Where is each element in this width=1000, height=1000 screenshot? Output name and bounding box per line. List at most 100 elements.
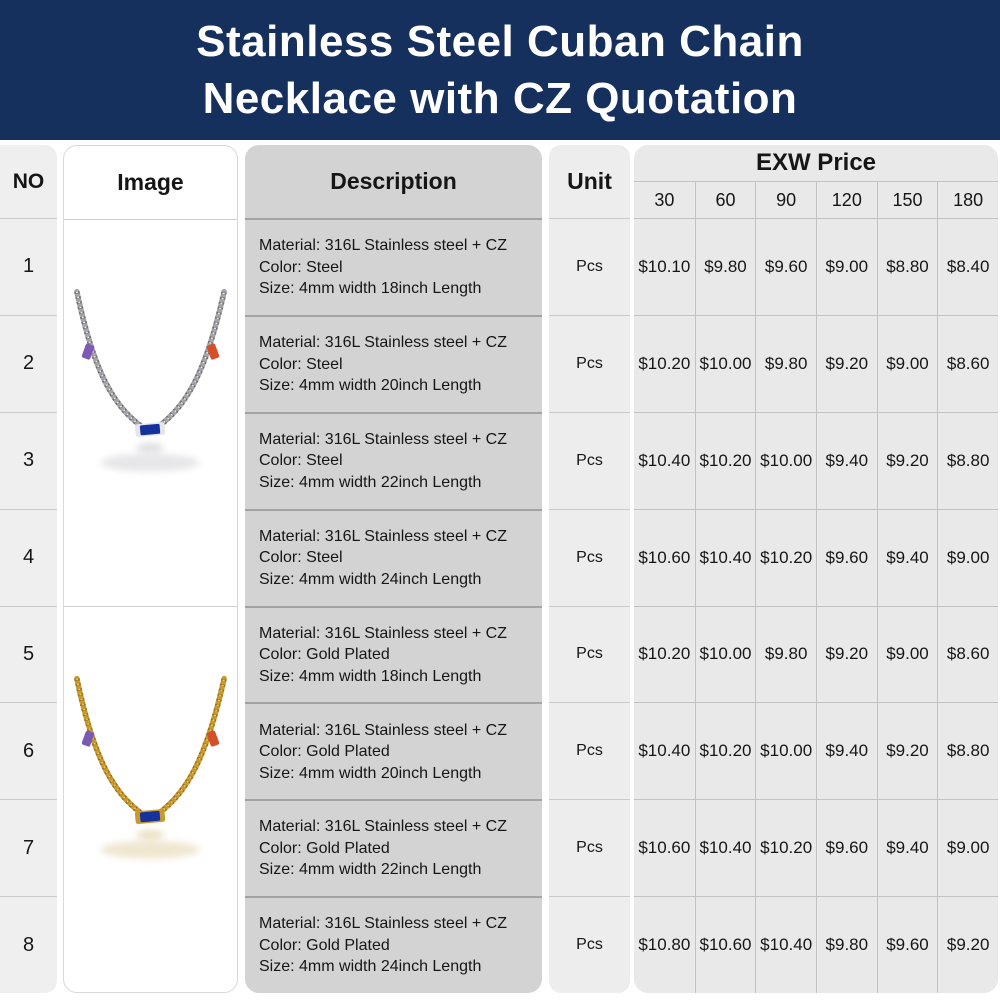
unit-cell: Pcs <box>549 799 630 896</box>
price-cell: $10.40 <box>634 411 695 509</box>
gold-necklace-image <box>64 605 237 993</box>
row-number: 5 <box>0 605 57 703</box>
description-column: Description Material: 316L Stainless ste… <box>245 145 542 993</box>
price-cell: $9.80 <box>816 896 877 993</box>
description-material: Material: 316L Stainless steel + CZ <box>259 624 507 642</box>
description-size: Size: 4mm width 18inch Length <box>259 280 482 298</box>
price-cell: $9.60 <box>816 799 877 897</box>
row-number: 7 <box>0 799 57 896</box>
price-cell: $9.00 <box>937 508 998 606</box>
price-cell: $9.40 <box>876 508 938 606</box>
no-column: NO 1 2 3 4 5 6 7 8 <box>0 145 57 993</box>
price-cell: $9.00 <box>937 799 998 897</box>
unit-cell: Pcs <box>549 218 630 315</box>
row-number: 2 <box>0 314 57 412</box>
description-cell: Material: 316L Stainless steel + CZ Colo… <box>245 896 542 993</box>
price-cell: $10.10 <box>634 218 695 315</box>
unit-column: Unit Pcs Pcs Pcs Pcs Pcs Pcs Pcs Pcs <box>549 145 630 993</box>
description-cell: Material: 316L Stainless steel + CZ Colo… <box>245 218 542 315</box>
price-column: EXW Price 30 60 90 120 150 180 $10.10 $9… <box>634 145 998 993</box>
description-color: Color: Steel <box>259 355 343 373</box>
description-header: Description <box>330 167 457 194</box>
price-cell: $9.80 <box>694 218 756 315</box>
price-cell: $10.40 <box>755 896 816 993</box>
row-number: 8 <box>0 896 57 993</box>
page-title-line1: Stainless Steel Cuban Chain <box>196 17 804 66</box>
qty-tier: 90 <box>755 181 816 218</box>
steel-necklace-drawing <box>74 288 227 472</box>
unit-cell: Pcs <box>549 508 630 606</box>
price-cell: $8.80 <box>937 702 998 800</box>
price-cell: $10.00 <box>694 605 756 703</box>
price-cell: $9.00 <box>876 605 938 703</box>
unit-cell: Pcs <box>549 702 630 799</box>
price-cell: $8.40 <box>937 218 998 315</box>
no-header: NO <box>12 169 45 193</box>
unit-cell: Pcs <box>549 411 630 509</box>
price-cell: $9.20 <box>876 702 938 800</box>
description-material: Material: 316L Stainless steel + CZ <box>259 527 507 545</box>
title-banner: Stainless Steel Cuban Chain Necklace wit… <box>0 0 1000 140</box>
image-column: Image <box>63 145 238 993</box>
description-cell: Material: 316L Stainless steel + CZ Colo… <box>245 314 542 412</box>
price-cell: $9.80 <box>755 314 816 412</box>
price-cell: $9.40 <box>816 702 877 800</box>
unit-cell: Pcs <box>549 896 630 993</box>
price-cell: $9.40 <box>876 799 938 897</box>
qty-tier: 120 <box>816 181 877 218</box>
qty-tier: 180 <box>937 181 998 218</box>
price-cell: $9.20 <box>816 605 877 703</box>
price-cell: $9.20 <box>876 411 938 509</box>
description-size: Size: 4mm width 20inch Length <box>259 764 482 782</box>
price-cell: $10.00 <box>755 411 816 509</box>
description-material: Material: 316L Stainless steel + CZ <box>259 237 507 255</box>
qty-tier: 60 <box>694 181 756 218</box>
unit-header: Unit <box>567 168 612 194</box>
qty-tier: 30 <box>634 181 695 218</box>
description-color: Color: Gold Plated <box>259 743 390 761</box>
price-cell: $10.20 <box>634 605 695 703</box>
price-cell: $9.60 <box>816 508 877 606</box>
unit-cell: Pcs <box>549 605 630 703</box>
description-size: Size: 4mm width 24inch Length <box>259 570 482 588</box>
description-cell: Material: 316L Stainless steel + CZ Colo… <box>245 411 542 509</box>
description-cell: Material: 316L Stainless steel + CZ Colo… <box>245 799 542 896</box>
price-cell: $10.40 <box>634 702 695 799</box>
page-title-line2: Necklace with CZ Quotation <box>202 74 798 123</box>
description-color: Color: Steel <box>259 258 343 276</box>
qty-tier: 150 <box>876 181 938 218</box>
price-cell: $10.20 <box>694 702 756 800</box>
price-cell: $9.00 <box>816 218 877 315</box>
price-grid: 30 60 90 120 150 180 $10.10 $9.80 $9.60 … <box>634 181 998 993</box>
price-cell: $10.20 <box>755 799 816 897</box>
price-cell: $9.20 <box>937 896 998 993</box>
description-material: Material: 316L Stainless steel + CZ <box>259 721 507 739</box>
row-number: 1 <box>0 218 57 315</box>
description-material: Material: 316L Stainless steel + CZ <box>259 818 507 836</box>
gold-necklace-drawing <box>74 675 227 859</box>
description-cell: Material: 316L Stainless steel + CZ Colo… <box>245 702 542 799</box>
price-cell: $10.20 <box>634 314 695 412</box>
price-cell: $10.00 <box>755 702 816 800</box>
steel-necklace-image <box>64 219 237 606</box>
description-color: Color: Gold Plated <box>259 936 390 954</box>
price-cell: $10.20 <box>694 411 756 509</box>
image-header: Image <box>117 169 184 195</box>
description-color: Color: Steel <box>259 452 343 470</box>
price-cell: $9.60 <box>755 218 816 315</box>
description-color: Color: Gold Plated <box>259 646 390 664</box>
description-size: Size: 4mm width 18inch Length <box>259 667 482 685</box>
row-number: 6 <box>0 702 57 799</box>
price-cell: $10.40 <box>694 799 756 897</box>
price-cell: $9.40 <box>816 411 877 509</box>
exw-price-header: EXW Price <box>755 149 877 176</box>
price-cell: $9.20 <box>816 314 877 412</box>
description-size: Size: 4mm width 24inch Length <box>259 958 482 976</box>
price-cell: $8.60 <box>937 314 998 412</box>
price-cell: $10.80 <box>634 896 695 993</box>
description-color: Color: Steel <box>259 549 343 567</box>
description-material: Material: 316L Stainless steel + CZ <box>259 334 507 352</box>
description-color: Color: Gold Plated <box>259 839 390 857</box>
price-cell: $10.40 <box>694 508 756 606</box>
price-cell: $10.20 <box>755 508 816 606</box>
